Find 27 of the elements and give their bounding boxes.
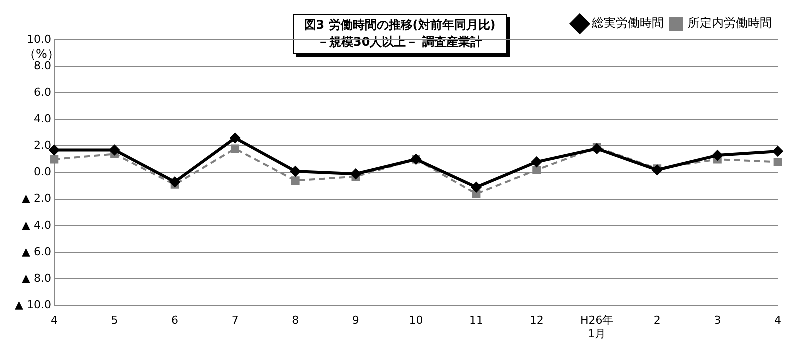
y-tick-label: 0.0	[34, 166, 52, 179]
x-tick-label: 11	[470, 314, 484, 328]
x-tick-label: 12	[530, 314, 544, 328]
legend-label: 総実労働時間	[591, 16, 664, 30]
x-tick-label: 7	[232, 314, 239, 328]
x-tick-label: 4	[774, 314, 782, 328]
x-tick-label: 8	[292, 314, 300, 328]
y-tick-label: ▲ 4.0	[22, 218, 52, 232]
legend-label: 所定内労働時間	[688, 16, 772, 30]
y-tick-label: ▲ 6.0	[22, 245, 52, 258]
y-tick-label: 6.0	[34, 86, 52, 99]
x-tick-label: 3	[714, 314, 722, 328]
y-tick-label: ▲ 10.0	[14, 298, 52, 312]
x-tick-label: 2	[654, 314, 661, 328]
x-tick-label: H26年 1月	[580, 314, 614, 340]
y-tick-label: 2.0	[34, 139, 52, 152]
x-tick-label: 6	[172, 314, 179, 328]
x-tick-label: 4	[50, 314, 58, 328]
x-tick-label: 10	[409, 314, 424, 328]
y-tick-label: 8.0	[34, 59, 52, 72]
y-tick-label: 10.0	[26, 32, 52, 46]
x-tick-label: 5	[111, 314, 118, 328]
x-tick-label: 9	[352, 314, 360, 328]
y-tick-label: ▲ 2.0	[22, 192, 52, 206]
y-tick-label: ▲ 8.0	[22, 272, 52, 285]
y-tick-label: 4.0	[34, 112, 52, 126]
y-axis-title: （%）	[24, 46, 60, 61]
